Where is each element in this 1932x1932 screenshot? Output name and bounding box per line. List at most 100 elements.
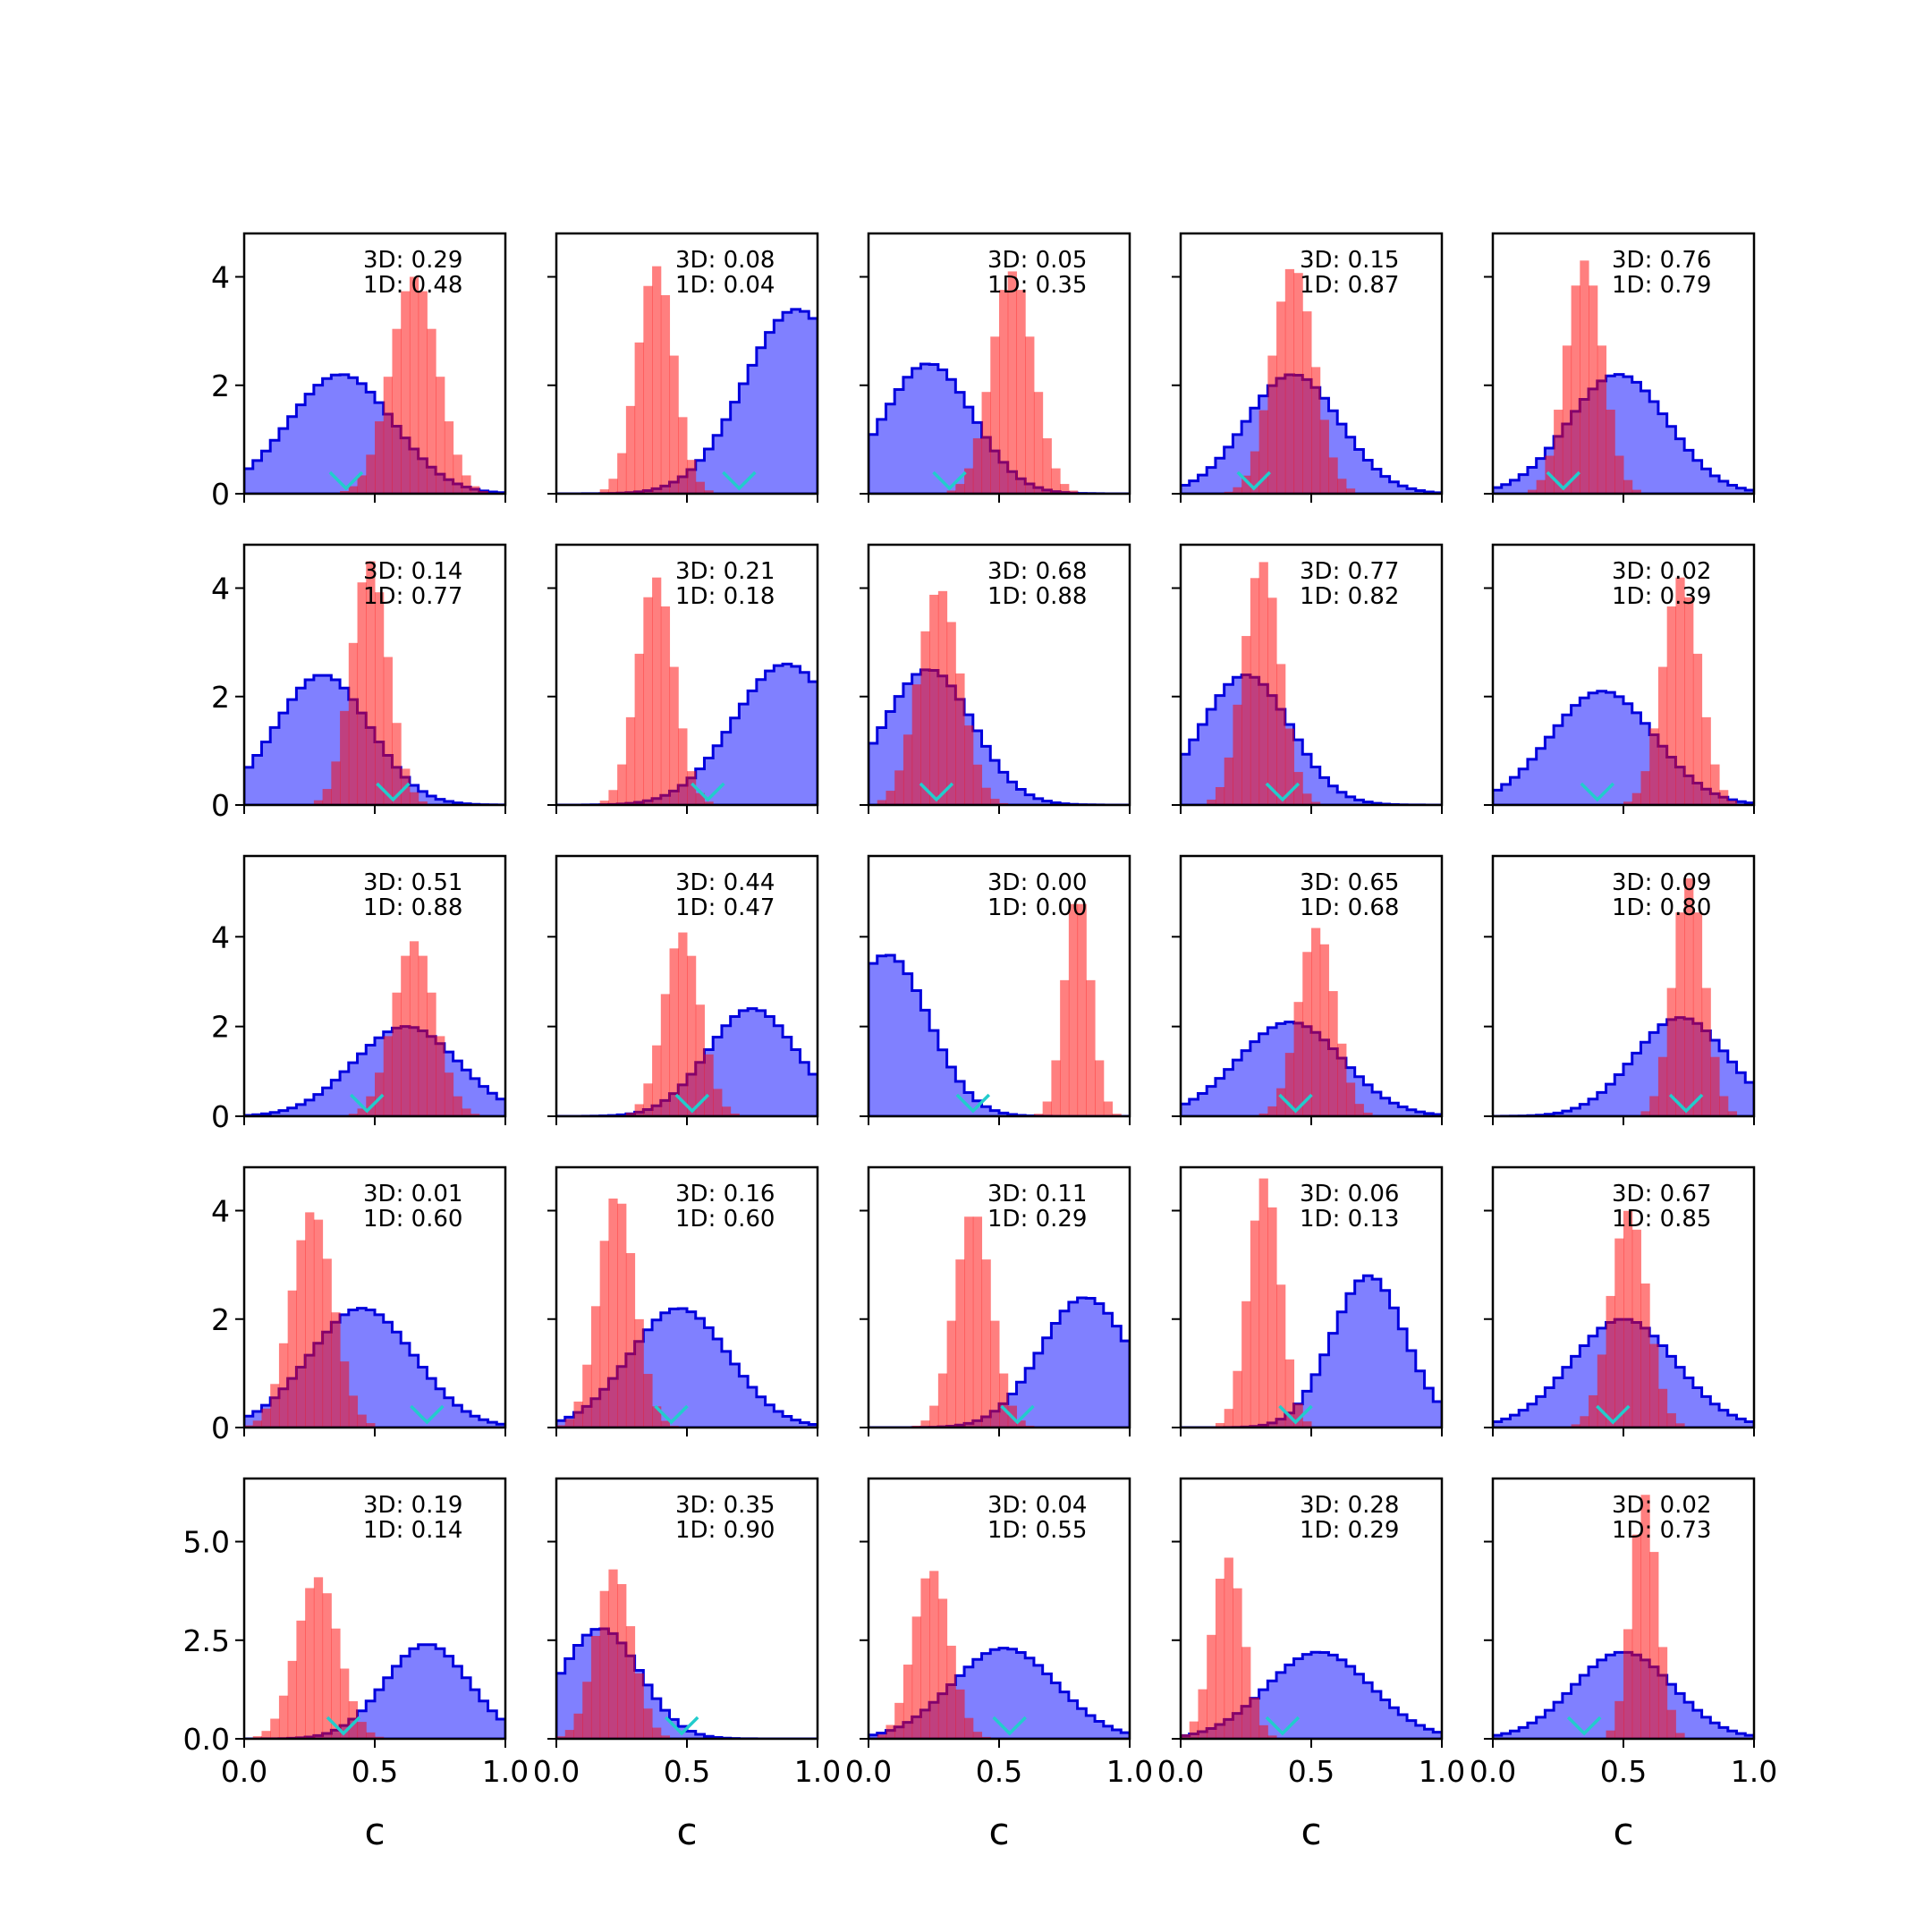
annotation-3d: 3D: 0.02 [1612, 558, 1711, 585]
red-histogram-bar [1267, 1735, 1277, 1739]
red-histogram-bar [418, 801, 428, 805]
red-histogram-bar [1701, 987, 1711, 1116]
red-histogram-bar [687, 771, 697, 805]
red-histogram-bar [911, 1616, 921, 1739]
red-histogram-bar [261, 1731, 271, 1739]
red-histogram-bar [1181, 1734, 1191, 1739]
red-histogram-bar [937, 1598, 948, 1739]
red-histogram-bar [617, 1203, 627, 1428]
red-histogram-bar [1042, 1101, 1052, 1116]
red-histogram-bar [1328, 457, 1338, 494]
red-histogram-bar [1060, 979, 1070, 1116]
red-histogram-bar [625, 1626, 636, 1739]
x-tick-label: 1.0 [794, 1754, 841, 1789]
red-histogram-bar [1060, 484, 1070, 494]
annotation-3d: 3D: 0.68 [987, 558, 1087, 585]
red-histogram-bar [1580, 1416, 1589, 1428]
red-histogram-bar [1077, 903, 1087, 1116]
plot-area [244, 1577, 505, 1739]
blue-histogram-fill [556, 309, 818, 494]
red-histogram-bar [929, 594, 939, 805]
x-tick-label: 0.0 [1470, 1754, 1516, 1789]
plot-area [1493, 577, 1754, 805]
red-histogram-bar [252, 1736, 262, 1739]
red-histogram-bar [1319, 419, 1329, 494]
red-histogram-bar [1086, 979, 1096, 1116]
annotation-1d: 1D: 0.79 [1612, 272, 1711, 299]
red-histogram-bar [1527, 489, 1538, 494]
red-histogram-bar [1033, 392, 1044, 494]
red-histogram-bar [990, 336, 1000, 494]
red-histogram-bar [357, 1108, 367, 1116]
red-histogram-bar [669, 948, 679, 1116]
x-axis-label: c [1613, 1809, 1633, 1853]
red-histogram-bar [1589, 285, 1598, 494]
red-histogram-bar [590, 1306, 601, 1428]
marker-chevron [654, 1404, 689, 1425]
red-histogram-bar [877, 1734, 886, 1739]
red-histogram-bar [1675, 912, 1685, 1116]
plot-area [1181, 928, 1442, 1116]
red-histogram-bar [981, 392, 991, 494]
red-histogram-bar [1224, 1409, 1233, 1428]
red-histogram-bar [634, 1673, 644, 1739]
red-histogram-bar [1233, 1370, 1242, 1428]
red-histogram-bar [972, 438, 983, 494]
marker-chevron [932, 470, 967, 491]
annotation-1d: 1D: 0.13 [1300, 1206, 1399, 1233]
red-histogram-bar [1657, 1056, 1668, 1116]
red-histogram-bar [599, 489, 609, 494]
plot-area [869, 1216, 1130, 1428]
red-histogram-bar [625, 716, 636, 805]
annotation-1d: 1D: 0.88 [987, 583, 1087, 610]
x-tick-label: 1.0 [1419, 1754, 1465, 1789]
red-histogram-bar [1207, 1634, 1216, 1739]
red-histogram-bar [427, 328, 436, 494]
annotation-3d: 3D: 0.21 [675, 558, 775, 585]
x-tick-label: 0.5 [352, 1754, 398, 1789]
red-histogram-bar [1666, 1709, 1676, 1739]
annotation-1d: 1D: 0.55 [987, 1517, 1087, 1544]
marker-chevron [326, 1716, 361, 1736]
red-histogram-bar [392, 992, 402, 1116]
red-histogram-bar [556, 1425, 566, 1428]
annotation-1d: 1D: 0.85 [1612, 1206, 1711, 1233]
annotation-1d: 1D: 0.60 [675, 1206, 775, 1233]
red-histogram-bar [1606, 1295, 1615, 1428]
red-histogram-bar [1640, 771, 1650, 805]
red-histogram-bar [1293, 273, 1303, 494]
red-histogram-bar [643, 1708, 653, 1739]
red-histogram-bar [929, 1405, 939, 1428]
red-histogram-bar [313, 1577, 324, 1739]
annotation-1d: 1D: 0.04 [675, 272, 775, 299]
red-histogram-bar [920, 631, 930, 805]
red-histogram-bar [1649, 728, 1659, 805]
red-histogram-bar [564, 1730, 574, 1739]
red-histogram-bar [462, 1108, 471, 1116]
plot-area [1493, 1495, 1754, 1739]
red-histogram-bar [444, 1072, 454, 1116]
y-tick-label: 4 [211, 260, 230, 295]
red-histogram-bar [937, 1373, 948, 1428]
red-histogram-bar [401, 291, 411, 494]
red-histogram-bar [348, 1700, 359, 1739]
y-tick-label: 0 [211, 477, 230, 512]
annotation-1d: 1D: 0.88 [363, 894, 462, 921]
red-histogram-bar [1589, 1394, 1598, 1428]
red-histogram-bar [401, 955, 411, 1116]
blue-histogram-outline [1493, 373, 1754, 494]
red-histogram-bar [1631, 1534, 1641, 1739]
y-tick-label: 0 [211, 1099, 230, 1134]
red-histogram-bar [1267, 1106, 1277, 1116]
red-histogram-bar [999, 1373, 1009, 1428]
red-histogram-bar [617, 1584, 627, 1739]
red-histogram-bar [955, 673, 965, 805]
red-histogram-bar [599, 801, 609, 805]
red-histogram-bar [418, 291, 428, 494]
red-histogram-bar [634, 653, 644, 805]
red-histogram-bar [1276, 664, 1286, 805]
